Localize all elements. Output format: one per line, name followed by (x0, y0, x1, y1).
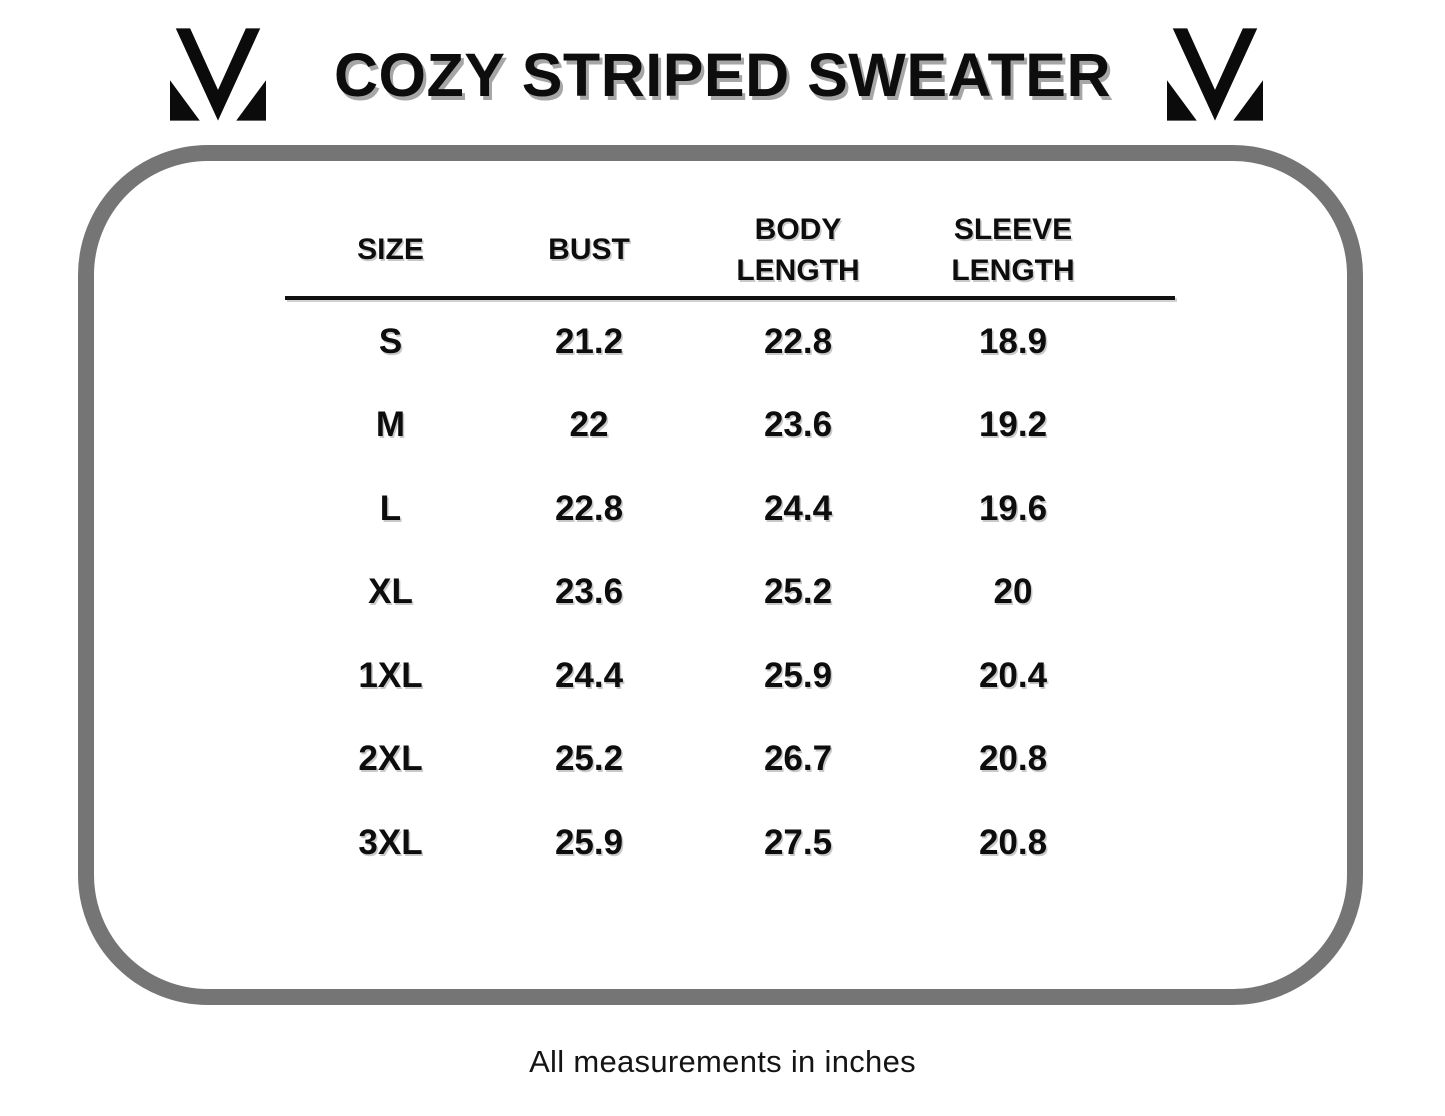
sleeve-length-value: 20 (993, 572, 1033, 612)
bust-value: 22 (569, 405, 609, 445)
sleeve-length-value: 20.8 (978, 739, 1048, 779)
body-length-value: 25.9 (763, 655, 833, 695)
column-header-size: SIZE (357, 233, 424, 267)
sleeve-length-value: 20.8 (978, 822, 1048, 862)
column-header-body-length: BODY LENGTH (736, 212, 860, 287)
sleeve-length-value: 19.6 (978, 488, 1048, 528)
size-label: 2XL (358, 739, 423, 779)
brand-m-logo-right (1167, 28, 1263, 121)
bust-value: 21.2 (554, 321, 624, 361)
body-length-value: 27.5 (763, 822, 833, 862)
sleeve-length-value: 19.2 (978, 405, 1048, 445)
size-chart-frame (78, 145, 1363, 1005)
column-header-bust: BUST (548, 233, 630, 267)
size-label: L (379, 488, 402, 528)
size-label: XL (368, 572, 413, 612)
bust-value: 25.2 (554, 739, 624, 779)
bust-value: 22.8 (554, 488, 624, 528)
sleeve-length-value: 20.4 (978, 655, 1048, 695)
column-header-sleeve-length: SLEEVE LENGTH (951, 212, 1075, 287)
brand-m-logo-left (170, 28, 266, 121)
body-length-value: 25.2 (763, 572, 833, 612)
body-length-value: 26.7 (763, 739, 833, 779)
size-label: 3XL (358, 822, 423, 862)
body-length-value: 23.6 (763, 405, 833, 445)
bust-value: 25.9 (554, 822, 624, 862)
size-label: 1XL (358, 655, 423, 695)
body-length-value: 24.4 (763, 488, 833, 528)
bust-value: 24.4 (554, 655, 624, 695)
size-label: S (378, 321, 403, 361)
bust-value: 23.6 (554, 572, 624, 612)
sleeve-length-value: 18.9 (978, 321, 1048, 361)
body-length-value: 22.8 (763, 321, 833, 361)
size-chart-body: S 21.2 22.8 18.9 M 22 23.6 19.2 L 22.8 2… (285, 300, 1112, 885)
size-chart-header-row: SIZE BUST BODY LENGTH SLEEVE LENGTH (285, 206, 1112, 294)
page-title: COZY STRIPED SWEATER (333, 41, 1112, 109)
measurements-note: All measurements in inches (529, 1044, 916, 1079)
header-divider (285, 296, 1175, 300)
size-label: M (375, 405, 406, 445)
